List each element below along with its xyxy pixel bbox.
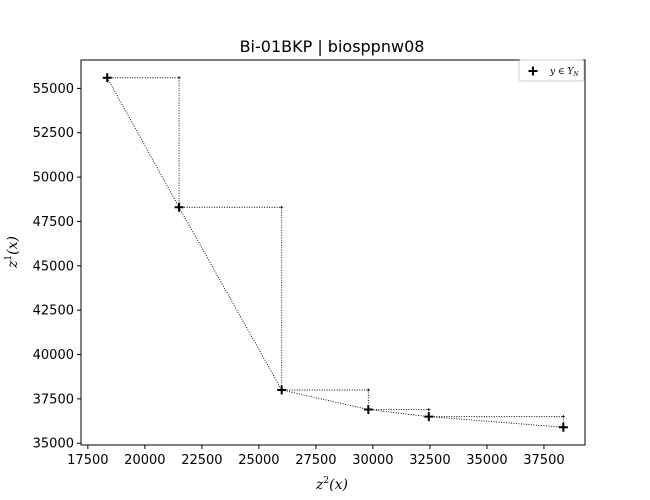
- connector-line: [106, 77, 180, 208]
- y-tick-label: 50000: [33, 171, 74, 186]
- y-tick-label: 40000: [33, 348, 74, 363]
- data-point: [363, 405, 373, 415]
- x-tick-label: 17500: [67, 453, 108, 468]
- plot-area: [102, 73, 568, 432]
- y-tick-label: 42500: [33, 304, 74, 319]
- y-axis-label-sup: 1: [4, 255, 14, 261]
- nadir-point-marker: [427, 408, 431, 412]
- chart-title: Bi-01BKP | biosppnw08: [240, 37, 425, 56]
- x-tick-label: 35000: [466, 453, 507, 468]
- x-tick-label: 37500: [523, 453, 564, 468]
- y-axis-label: z1(x): [4, 236, 21, 269]
- y-tick-label: 47500: [33, 215, 74, 230]
- nadir-point-marker: [366, 388, 370, 392]
- x-tick-label: 27500: [295, 453, 336, 468]
- x-tick-label: 20000: [124, 453, 165, 468]
- nadir-point-marker: [177, 76, 181, 80]
- nadir-point-marker: [561, 415, 565, 419]
- legend-label: y ∈ YN: [549, 67, 579, 78]
- legend: y ∈ YN: [518, 59, 585, 82]
- axes: 17500 20000 22500 25000 27500 30000 32500 35000…: [33, 59, 586, 468]
- x-tick-label: 30000: [352, 453, 393, 468]
- x-axis-label-arg: (x): [329, 477, 348, 493]
- data-point: [277, 385, 287, 395]
- y-tick-label: 45000: [33, 259, 74, 274]
- y-tick-label: 37500: [33, 392, 74, 407]
- y-tick-label: 55000: [33, 82, 74, 97]
- legend-box: [518, 59, 585, 82]
- connector-line: [368, 409, 429, 418]
- legend-label-main: y ∈ Y: [549, 67, 574, 77]
- legend-marker: [528, 66, 538, 76]
- nadir-point-marker: [280, 205, 284, 209]
- x-tick-label: 22500: [181, 453, 222, 468]
- y-tick-label: 35000: [33, 437, 74, 452]
- y-axis-label-base: z: [5, 260, 21, 269]
- x-tick-label: 32500: [409, 453, 450, 468]
- x-axis-label-base: z: [315, 477, 324, 493]
- y-axis-label-arg: (x): [5, 236, 21, 255]
- x-axis-label: z2(x): [315, 476, 348, 493]
- y-tick-label: 52500: [33, 126, 74, 141]
- legend-label-sub: N: [572, 71, 579, 78]
- data-point: [174, 202, 184, 212]
- data-point: [102, 73, 112, 83]
- x-axis-label-sup: 2: [323, 476, 329, 486]
- axes-frame: [80, 59, 586, 446]
- data-point: [558, 422, 568, 432]
- x-tick-label: 25000: [238, 453, 279, 468]
- data-point: [424, 412, 434, 422]
